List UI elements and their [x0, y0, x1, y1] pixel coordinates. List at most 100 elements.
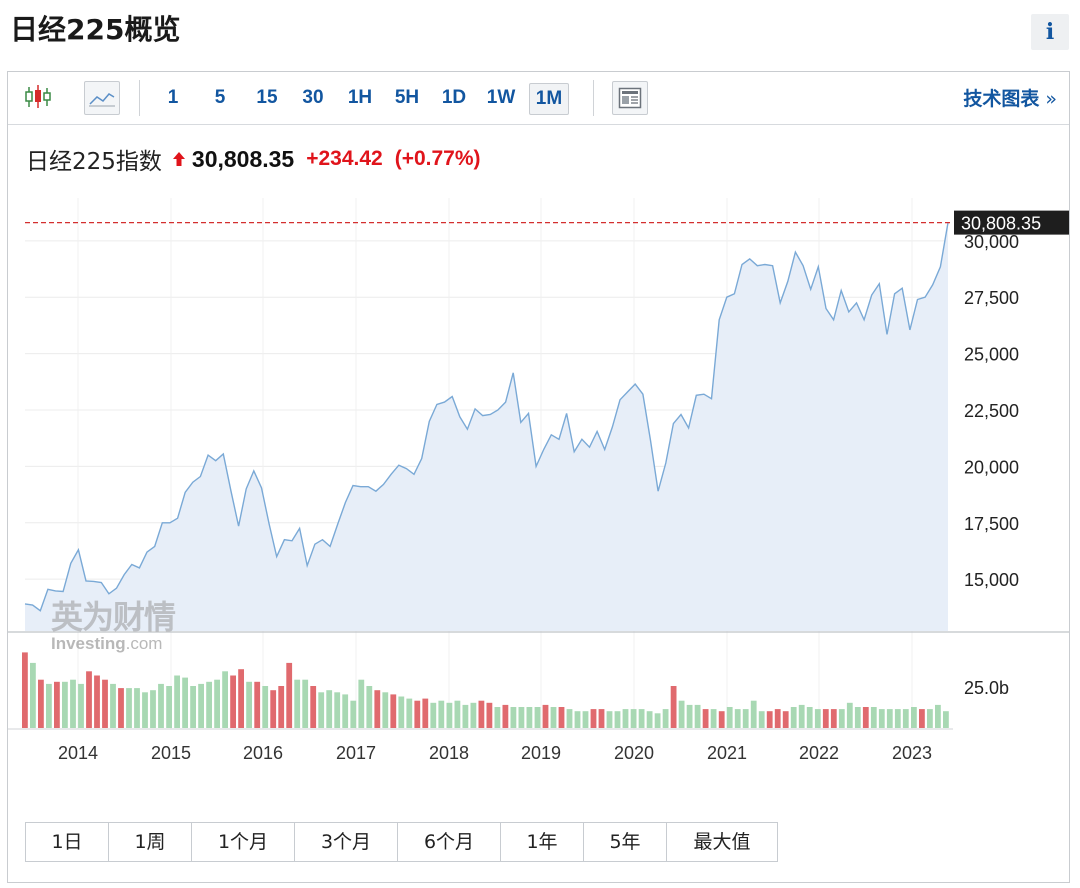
volume-bar — [606, 711, 613, 728]
volume-bar — [358, 679, 365, 728]
volume-bar — [582, 711, 589, 728]
volume-bar — [398, 696, 405, 728]
volume-bar — [174, 675, 180, 728]
volume-bar — [630, 709, 637, 728]
volume-bar — [54, 681, 60, 728]
price-area — [25, 222, 948, 631]
volume-bar — [94, 675, 100, 728]
news-layout-icon[interactable] — [612, 81, 648, 115]
interval-1d[interactable]: 1D — [441, 87, 467, 108]
toolbar-divider — [593, 80, 594, 116]
volume-bar — [927, 709, 933, 728]
y-tick-label: 15,000 — [964, 570, 1019, 590]
volume-bar — [158, 683, 164, 728]
x-tick-label: 2016 — [243, 743, 283, 763]
volume-bar — [142, 692, 148, 728]
interval-1m[interactable]: 1M — [529, 83, 569, 115]
volume-bar — [566, 709, 573, 728]
volume-bar — [382, 692, 389, 728]
volume-bar — [614, 711, 621, 728]
volume-bar — [750, 700, 757, 728]
volume-bar — [22, 652, 28, 728]
interval-15[interactable]: 15 — [256, 87, 278, 108]
time-range-selector: 1日 1周 1个月 3个月 6个月 1年 5年 最大值 — [25, 822, 778, 862]
volume-bar — [534, 707, 541, 728]
interval-1[interactable]: 1 — [167, 87, 179, 108]
volume-bar — [558, 707, 565, 728]
volume-bar — [406, 698, 413, 728]
range-5y[interactable]: 5年 — [584, 823, 667, 861]
volume-bar — [238, 669, 244, 728]
range-1d[interactable]: 1日 — [26, 823, 109, 861]
price-chart[interactable]: 30,808.35 15,000 17,500 20,000 22,500 25,000 2… — [8, 72, 1069, 812]
interval-1w[interactable]: 1W — [486, 87, 516, 108]
x-tick-label: 2018 — [429, 743, 469, 763]
volume-bar — [326, 690, 333, 728]
info-button[interactable]: i — [1031, 14, 1069, 50]
volume-bar — [574, 711, 581, 728]
volume-bar — [462, 704, 469, 728]
volume-bar — [318, 692, 325, 728]
technical-chart-link[interactable]: 技术图表» — [963, 84, 1057, 111]
volume-bar — [46, 683, 52, 728]
volume-bar — [254, 681, 261, 728]
chart-widget: 1 5 15 30 1H 5H 1D 1W 1M 技术图表» 日经225指数 — [7, 71, 1070, 883]
volume-bar — [206, 681, 212, 728]
interval-1h[interactable]: 1H — [347, 87, 373, 108]
candlestick-chart-icon[interactable] — [21, 81, 55, 113]
volume-bar — [646, 711, 653, 728]
volume-bar — [766, 711, 773, 728]
volume-bar — [134, 688, 140, 728]
volume-bar — [774, 709, 781, 728]
volume-bar — [150, 690, 156, 728]
x-tick-label: 2020 — [614, 743, 654, 763]
x-tick-label: 2017 — [336, 743, 376, 763]
interval-5h[interactable]: 5H — [394, 87, 420, 108]
range-1w[interactable]: 1周 — [109, 823, 192, 861]
volume-bar — [294, 679, 301, 728]
volume-bar — [846, 702, 853, 728]
volume-bar — [350, 700, 357, 728]
range-3m[interactable]: 3个月 — [295, 823, 398, 861]
volume-bar — [598, 709, 605, 728]
x-tick-label: 2023 — [892, 743, 932, 763]
price-change-percent: (+0.77%) — [394, 147, 481, 170]
volume-bar — [454, 700, 461, 728]
volume-bar — [854, 707, 861, 728]
arrow-up-icon — [172, 146, 186, 173]
range-max[interactable]: 最大值 — [667, 823, 777, 861]
area-chart-icon[interactable] — [84, 81, 120, 115]
quote-header: 日经225指数 30,808.35 +234.42 (+0.77%) — [26, 142, 481, 176]
volume-bar — [806, 707, 813, 728]
range-1m[interactable]: 1个月 — [192, 823, 295, 861]
y-tick-label: 20,000 — [964, 457, 1019, 477]
volume-bar — [334, 692, 341, 728]
volume-bar — [182, 677, 188, 728]
volume-bar — [126, 688, 132, 728]
volume-bar — [342, 694, 349, 728]
volume-bar — [30, 662, 36, 728]
watermark-en: Investing.com — [51, 634, 175, 654]
volume-bar — [278, 686, 285, 728]
interval-30[interactable]: 30 — [302, 87, 324, 108]
volume-bar — [782, 711, 789, 728]
volume-bar — [734, 709, 741, 728]
volume-bar — [838, 709, 845, 728]
volume-bar — [790, 707, 797, 728]
price-change: +234.42 — [306, 147, 383, 170]
volume-bar — [622, 709, 629, 728]
range-6m[interactable]: 6个月 — [398, 823, 501, 861]
volume-bar — [214, 679, 220, 728]
volume-bar — [310, 686, 317, 728]
volume-bar — [390, 694, 397, 728]
interval-5[interactable]: 5 — [214, 87, 226, 108]
range-1y[interactable]: 1年 — [501, 823, 584, 861]
volume-bar — [702, 709, 709, 728]
volume-bar — [542, 704, 549, 728]
volume-bar — [870, 707, 877, 728]
volume-bar — [718, 711, 725, 728]
volume-bar — [638, 709, 645, 728]
volume-bar — [86, 671, 92, 728]
last-price-label: 30,808.35 — [961, 214, 1041, 234]
volume-bar — [654, 713, 661, 728]
